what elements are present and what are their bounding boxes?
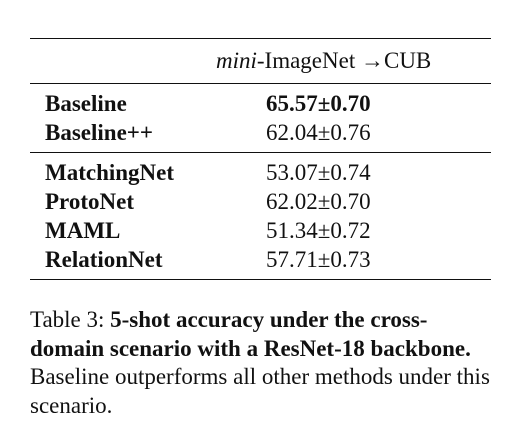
caption-body-text: Baseline outperforms all other methods u… bbox=[30, 364, 490, 418]
method-name: Baseline bbox=[45, 91, 127, 116]
accuracy-value: 57.71±0.73 bbox=[266, 247, 371, 272]
table-row: Baseline 65.57±0.70 bbox=[30, 89, 491, 118]
method-name: RelationNet bbox=[45, 247, 163, 272]
table-caption: Table 3: 5-shot accuracy under the cross… bbox=[30, 306, 500, 420]
accuracy-value: 62.04±0.76 bbox=[266, 120, 371, 145]
table-row: ProtoNet 62.02±0.70 bbox=[30, 187, 491, 216]
accuracy-value: 51.34±0.72 bbox=[266, 218, 371, 243]
column-header-italic: mini bbox=[216, 48, 257, 73]
table-row: RelationNet 57.71±0.73 bbox=[30, 245, 491, 274]
results-table: mini-ImageNet →CUB Baseline 65.57±0.70 B… bbox=[30, 38, 491, 280]
method-name: Baseline++ bbox=[45, 120, 153, 145]
top-rule bbox=[30, 38, 491, 39]
header-rule bbox=[30, 83, 491, 84]
column-header: mini-ImageNet →CUB bbox=[216, 39, 431, 83]
accuracy-value: 53.07±0.74 bbox=[266, 160, 371, 185]
table-row: MAML 51.34±0.72 bbox=[30, 216, 491, 245]
method-name: MatchingNet bbox=[45, 160, 175, 185]
bottom-rule bbox=[30, 279, 491, 280]
method-name: ProtoNet bbox=[45, 189, 134, 214]
accuracy-value: 65.57±0.70 bbox=[266, 91, 371, 116]
method-name: MAML bbox=[45, 218, 121, 243]
caption-label: Table 3: bbox=[30, 307, 111, 332]
column-header-rest: -ImageNet →CUB bbox=[256, 48, 432, 73]
table-header-row: mini-ImageNet →CUB bbox=[30, 39, 491, 83]
table-row: Baseline++ 62.04±0.76 bbox=[30, 118, 491, 147]
caption-bold-text: 5-shot accuracy under the cross-domain s… bbox=[30, 307, 471, 361]
group-rule bbox=[30, 152, 491, 153]
table-row: MatchingNet 53.07±0.74 bbox=[30, 158, 491, 187]
accuracy-value: 62.02±0.70 bbox=[266, 189, 371, 214]
